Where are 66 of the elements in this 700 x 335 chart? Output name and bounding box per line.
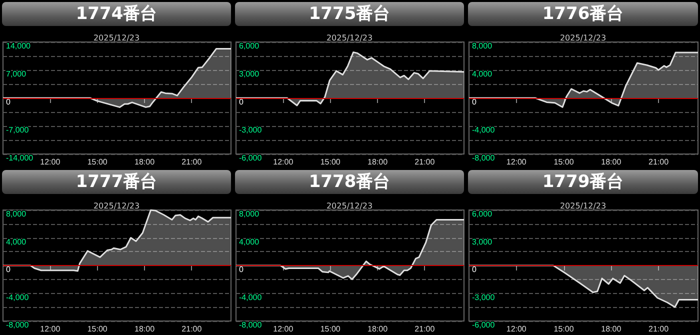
x-tick-label: 18:00 <box>601 158 622 166</box>
y-tick-label: -4,000 <box>239 292 262 302</box>
x-tick-label: 15:00 <box>554 324 574 334</box>
y-tick-label: -14,000 <box>6 154 34 162</box>
x-tick-label: 21:00 <box>182 324 202 334</box>
y-tick-label: 0 <box>239 98 244 106</box>
y-tick-label: -6,000 <box>472 320 496 330</box>
chart-title: 1775番台 <box>235 2 464 26</box>
chart-subtitle: 2025/12/23 <box>560 202 606 210</box>
x-tick-label: 21:00 <box>414 324 436 334</box>
y-tick-label: 0 <box>6 265 11 274</box>
x-tick-label: 12:00 <box>273 324 294 334</box>
y-tick-label: -8,000 <box>472 154 496 162</box>
chart-title: 1778番台 <box>235 170 464 194</box>
y-tick-label: -6,000 <box>239 154 262 162</box>
x-tick-label: 18:00 <box>368 158 388 166</box>
y-tick-label: 3,000 <box>239 70 260 78</box>
y-tick-label: 6,000 <box>472 210 493 218</box>
x-tick-label: 18:00 <box>134 324 156 334</box>
y-tick-label: 4,000 <box>472 70 493 78</box>
y-tick-label: 0 <box>6 98 11 106</box>
y-tick-label: 0 <box>239 265 244 274</box>
y-tick-label: -8,000 <box>239 320 262 330</box>
y-tick-label: 0 <box>472 265 477 274</box>
y-tick-label: 3,000 <box>472 237 493 246</box>
x-tick-label: 12:00 <box>506 158 527 166</box>
y-tick-label: 8,000 <box>239 210 260 218</box>
y-tick-label: 7,000 <box>6 70 27 78</box>
y-tick-label: -4,000 <box>472 126 496 134</box>
y-tick-label: -8,000 <box>6 320 30 330</box>
x-tick-label: 18:00 <box>368 324 388 334</box>
chart-title: 1779番台 <box>468 170 698 194</box>
chart-title: 1774番台 <box>2 2 231 26</box>
x-tick-label: 21:00 <box>182 158 202 166</box>
chart-title: 1777番台 <box>2 170 231 194</box>
x-tick-label: 15:00 <box>87 324 108 334</box>
y-tick-label: -3,000 <box>472 292 496 302</box>
y-tick-label: 4,000 <box>6 237 27 246</box>
x-tick-label: 18:00 <box>601 324 622 334</box>
y-tick-label: 14,000 <box>6 42 32 50</box>
x-tick-label: 18:00 <box>134 158 156 166</box>
x-tick-label: 15:00 <box>320 158 341 166</box>
y-tick-label: 0 <box>472 98 477 106</box>
x-tick-label: 15:00 <box>87 158 108 166</box>
x-tick-label: 15:00 <box>320 324 341 334</box>
y-tick-label: 4,000 <box>239 237 260 246</box>
y-tick-label: -7,000 <box>6 126 30 134</box>
x-tick-label: 21:00 <box>414 158 436 166</box>
y-tick-label: 8,000 <box>472 42 493 50</box>
x-tick-label: 12:00 <box>40 158 61 166</box>
chart-subtitle: 2025/12/23 <box>93 34 140 42</box>
x-tick-label: 12:00 <box>506 324 527 334</box>
x-tick-label: 21:00 <box>648 158 670 166</box>
chart-subtitle: 2025/12/23 <box>93 202 140 210</box>
x-tick-label: 12:00 <box>273 158 294 166</box>
x-tick-label: 12:00 <box>40 324 61 334</box>
y-tick-label: -4,000 <box>6 292 30 302</box>
x-tick-label: 21:00 <box>648 324 670 334</box>
chart-subtitle: 2025/12/23 <box>560 34 606 42</box>
chart-title: 1776番台 <box>468 2 698 26</box>
chart-subtitle: 2025/12/23 <box>326 202 373 210</box>
y-tick-label: -3,000 <box>239 126 262 134</box>
y-tick-label: 6,000 <box>239 42 260 50</box>
y-tick-label: 8,000 <box>6 210 27 218</box>
x-tick-label: 15:00 <box>554 158 574 166</box>
chart-subtitle: 2025/12/23 <box>326 34 373 42</box>
